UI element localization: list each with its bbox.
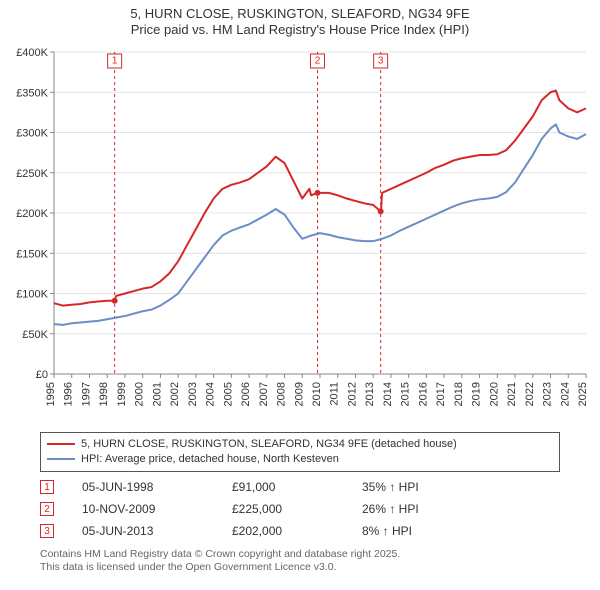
svg-text:£100K: £100K — [16, 289, 48, 301]
svg-text:2010: 2010 — [311, 382, 323, 406]
svg-text:1996: 1996 — [63, 382, 75, 406]
svg-text:2012: 2012 — [346, 382, 358, 406]
svg-text:2016: 2016 — [417, 382, 429, 406]
event-price-0: £91,000 — [232, 480, 362, 494]
event-pct-2: 8% ↑ HPI — [362, 524, 560, 538]
legend-label-0: 5, HURN CLOSE, RUSKINGTON, SLEAFORD, NG3… — [81, 437, 457, 452]
svg-text:2017: 2017 — [435, 382, 447, 406]
svg-text:2003: 2003 — [187, 382, 199, 406]
legend-label-1: HPI: Average price, detached house, Nort… — [81, 452, 339, 467]
svg-text:1: 1 — [112, 56, 118, 67]
svg-text:2007: 2007 — [258, 382, 270, 406]
svg-text:2001: 2001 — [151, 382, 163, 406]
svg-text:2006: 2006 — [240, 382, 252, 406]
svg-text:£200K: £200K — [16, 208, 48, 220]
svg-text:£300K: £300K — [16, 128, 48, 140]
events-table: 1 05-JUN-1998 £91,000 35% ↑ HPI 2 10-NOV… — [40, 476, 560, 542]
svg-text:2004: 2004 — [205, 382, 217, 406]
svg-text:2008: 2008 — [276, 382, 288, 406]
svg-text:2013: 2013 — [364, 382, 376, 406]
line-chart-svg: £0 £50K £100K £150K £200K £250K £300K £350K £400… — [8, 44, 592, 424]
svg-text:3: 3 — [378, 56, 384, 67]
svg-text:£50K: £50K — [22, 329, 48, 341]
svg-text:£150K: £150K — [16, 248, 48, 260]
svg-text:£0: £0 — [36, 369, 48, 381]
event-pct-1: 26% ↑ HPI — [362, 502, 560, 516]
svg-text:2009: 2009 — [293, 382, 305, 406]
event-price-1: £225,000 — [232, 502, 362, 516]
footer-line-2: This data is licensed under the Open Gov… — [40, 561, 560, 574]
svg-text:2023: 2023 — [542, 382, 554, 406]
event-row-1: 2 10-NOV-2009 £225,000 26% ↑ HPI — [40, 498, 560, 520]
event-date-2: 05-JUN-2013 — [82, 524, 232, 538]
svg-text:2005: 2005 — [222, 382, 234, 406]
svg-text:2: 2 — [315, 56, 321, 67]
svg-text:2020: 2020 — [488, 382, 500, 406]
event-marker-0: 1 — [40, 480, 54, 494]
legend: 5, HURN CLOSE, RUSKINGTON, SLEAFORD, NG3… — [40, 432, 560, 472]
svg-text:1995: 1995 — [45, 382, 57, 406]
event-date-0: 05-JUN-1998 — [82, 480, 232, 494]
svg-text:£350K: £350K — [16, 87, 48, 99]
legend-row-1: HPI: Average price, detached house, Nort… — [47, 452, 553, 467]
svg-text:2015: 2015 — [400, 382, 412, 406]
title-line-2: Price paid vs. HM Land Registry's House … — [8, 22, 592, 38]
title-block: 5, HURN CLOSE, RUSKINGTON, SLEAFORD, NG3… — [0, 0, 600, 41]
title-line-1: 5, HURN CLOSE, RUSKINGTON, SLEAFORD, NG3… — [8, 6, 592, 22]
legend-swatch-1 — [47, 458, 75, 460]
event-row-0: 1 05-JUN-1998 £91,000 35% ↑ HPI — [40, 476, 560, 498]
event-row-2: 3 05-JUN-2013 £202,000 8% ↑ HPI — [40, 520, 560, 542]
legend-swatch-0 — [47, 443, 75, 445]
event-pct-0: 35% ↑ HPI — [362, 480, 560, 494]
svg-text:1998: 1998 — [98, 382, 110, 406]
svg-text:2022: 2022 — [524, 382, 536, 406]
event-date-1: 10-NOV-2009 — [82, 502, 232, 516]
svg-text:£400K: £400K — [16, 47, 48, 59]
svg-text:2019: 2019 — [471, 382, 483, 406]
legend-row-0: 5, HURN CLOSE, RUSKINGTON, SLEAFORD, NG3… — [47, 437, 553, 452]
event-price-2: £202,000 — [232, 524, 362, 538]
footer-line-1: Contains HM Land Registry data © Crown c… — [40, 548, 560, 561]
chart-area: £0 £50K £100K £150K £200K £250K £300K £350K £400… — [8, 44, 592, 424]
svg-text:2000: 2000 — [134, 382, 146, 406]
svg-text:2025: 2025 — [577, 382, 589, 406]
event-marker-1: 2 — [40, 502, 54, 516]
svg-text:1997: 1997 — [80, 382, 92, 406]
svg-text:£250K: £250K — [16, 168, 48, 180]
svg-text:2021: 2021 — [506, 382, 518, 406]
footer-attribution: Contains HM Land Registry data © Crown c… — [40, 548, 560, 574]
svg-text:2024: 2024 — [559, 382, 571, 406]
svg-text:2002: 2002 — [169, 382, 181, 406]
svg-text:2014: 2014 — [382, 382, 394, 406]
svg-text:1999: 1999 — [116, 382, 128, 406]
event-marker-2: 3 — [40, 524, 54, 538]
svg-text:2011: 2011 — [329, 382, 341, 406]
chart-container: 5, HURN CLOSE, RUSKINGTON, SLEAFORD, NG3… — [0, 0, 600, 590]
svg-text:2018: 2018 — [453, 382, 465, 406]
